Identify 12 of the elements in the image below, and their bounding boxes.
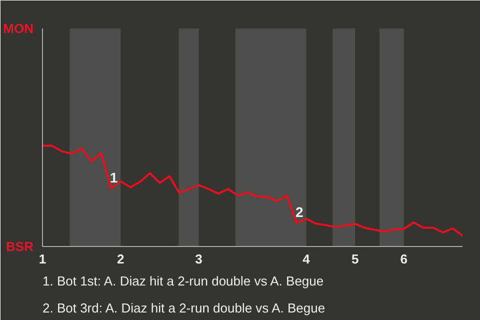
x-tick-label: 1 <box>38 252 46 266</box>
annotation: 2 <box>295 204 304 220</box>
text: MON <box>3 21 34 36</box>
x-tick-label: 3 <box>195 252 202 266</box>
x-tick-label: 5 <box>351 252 359 266</box>
annotation: 1 <box>110 169 118 186</box>
text: 2. Bot 3rd: A. Diaz hit a 2-run double vs A. Begue <box>42 300 326 316</box>
text: BSR <box>6 239 34 254</box>
text: 1. Bot 1st: A. Diaz hit a 2-run double vs A. Begue <box>42 274 324 288</box>
x-tick-label: 4 <box>302 252 311 266</box>
x-tick-label: 2 <box>117 252 124 266</box>
x-tick-label: 6 <box>400 252 408 266</box>
